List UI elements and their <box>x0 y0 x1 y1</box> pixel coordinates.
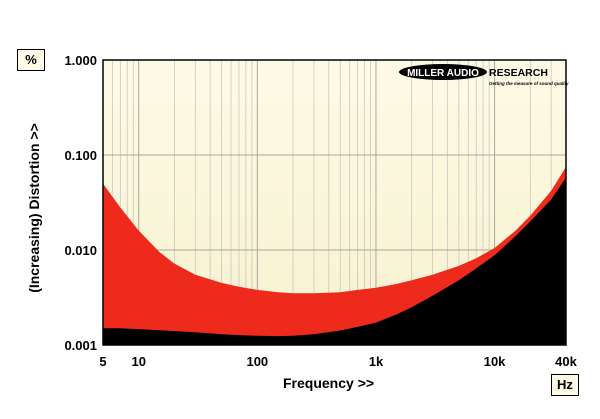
y-tick-label: 0.010 <box>64 243 97 258</box>
logo-ellipse <box>399 64 487 80</box>
logo-tagline-text: Getting the measure of sound quality <box>489 81 569 86</box>
plot-frame <box>102 59 567 346</box>
y-tick-label: 1.000 <box>64 53 97 68</box>
y-tick-label: 0.100 <box>64 148 97 163</box>
y-axis-title: (Increasing) Distortion >> <box>26 123 42 293</box>
x-axis-title: Frequency >> <box>283 375 375 391</box>
black-distortion-band <box>103 177 566 345</box>
x-unit-label: Hz <box>551 374 579 396</box>
x-tick-label: 10 <box>131 354 145 369</box>
x-tick-label: 1k <box>369 354 384 369</box>
x-tick-label: 10k <box>484 354 506 369</box>
x-tick-label: 5 <box>99 354 106 369</box>
logo-research-text: RESEARCH <box>489 67 548 79</box>
series-layer <box>103 166 566 345</box>
tick-labels: 5 10 100 1k 10k 40k 0.001 0.010 0.100 1.000 <box>64 53 577 369</box>
y-unit-label: % <box>17 49 45 71</box>
x-tick-label: 40k <box>555 354 577 369</box>
miller-audio-research-logo: MILLER AUDIO RESEARCH Getting the measur… <box>399 64 569 86</box>
y-tick-label: 0.001 <box>64 338 97 353</box>
logo-main-text: MILLER AUDIO <box>407 68 479 79</box>
x-tick-label: 100 <box>246 354 268 369</box>
